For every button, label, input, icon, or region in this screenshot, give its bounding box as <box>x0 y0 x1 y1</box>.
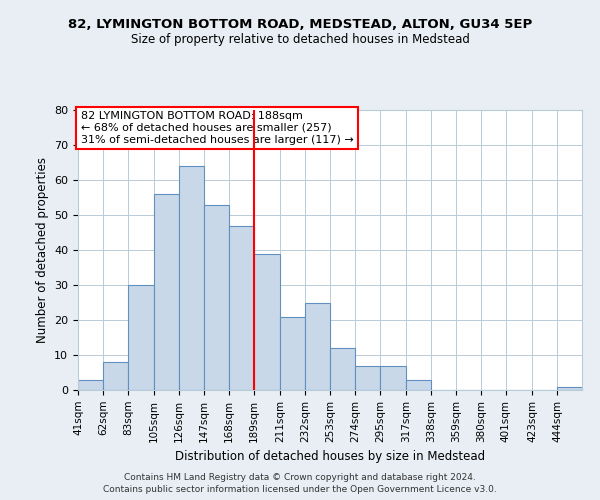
Text: 82, LYMINGTON BOTTOM ROAD, MEDSTEAD, ALTON, GU34 5EP: 82, LYMINGTON BOTTOM ROAD, MEDSTEAD, ALT… <box>68 18 532 30</box>
Bar <box>557 386 582 390</box>
Bar <box>330 348 355 390</box>
Bar <box>128 285 154 390</box>
Bar <box>154 194 179 390</box>
Bar <box>204 204 229 390</box>
Bar <box>380 366 406 390</box>
Bar <box>406 380 431 390</box>
Text: Size of property relative to detached houses in Medstead: Size of property relative to detached ho… <box>131 32 469 46</box>
Text: Contains public sector information licensed under the Open Government Licence v3: Contains public sector information licen… <box>103 485 497 494</box>
Bar <box>254 254 280 390</box>
Y-axis label: Number of detached properties: Number of detached properties <box>35 157 49 343</box>
Text: Contains HM Land Registry data © Crown copyright and database right 2024.: Contains HM Land Registry data © Crown c… <box>124 474 476 482</box>
Bar <box>103 362 128 390</box>
Bar <box>179 166 204 390</box>
X-axis label: Distribution of detached houses by size in Medstead: Distribution of detached houses by size … <box>175 450 485 463</box>
Bar <box>305 302 330 390</box>
Text: 82 LYMINGTON BOTTOM ROAD: 188sqm
← 68% of detached houses are smaller (257)
31% : 82 LYMINGTON BOTTOM ROAD: 188sqm ← 68% o… <box>80 112 353 144</box>
Bar <box>355 366 380 390</box>
Bar <box>229 226 254 390</box>
Bar <box>280 316 305 390</box>
Bar <box>78 380 103 390</box>
